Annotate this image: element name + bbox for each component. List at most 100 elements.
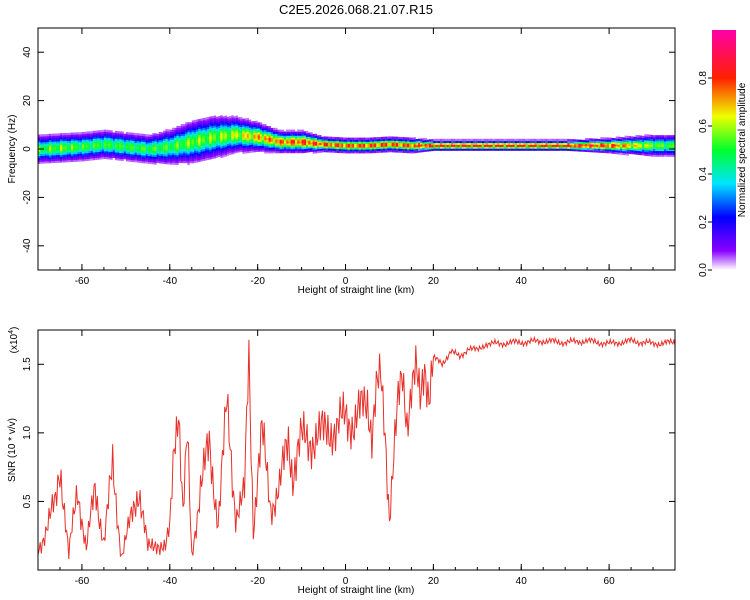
heatmap-cell bbox=[237, 144, 241, 147]
heatmap-cell bbox=[224, 152, 227, 155]
heatmap-cell bbox=[207, 122, 210, 126]
heatmap-cell bbox=[255, 122, 258, 125]
heatmap-cell bbox=[99, 137, 102, 141]
heatmap-cell bbox=[200, 124, 203, 127]
heatmap-cell bbox=[121, 131, 124, 134]
heatmap-cell bbox=[382, 148, 386, 151]
heatmap-cell bbox=[407, 141, 410, 144]
heatmap-cell bbox=[470, 138, 473, 142]
heatmap-cell bbox=[141, 160, 144, 164]
heatmap-cell bbox=[317, 137, 320, 140]
heatmap-cell bbox=[255, 147, 258, 151]
heatmap-cell bbox=[139, 135, 142, 138]
heatmap-cell bbox=[46, 147, 50, 150]
heatmap-cell bbox=[457, 146, 460, 149]
heatmap-cell bbox=[136, 152, 140, 155]
heatmap-cell bbox=[200, 141, 203, 144]
x-tick-label: -60 bbox=[75, 276, 90, 287]
heatmap-cell bbox=[128, 140, 131, 143]
heatmap-cell bbox=[92, 136, 96, 139]
heatmap-cell bbox=[479, 142, 482, 145]
heatmap-cell bbox=[220, 146, 223, 149]
heatmap-cell bbox=[77, 140, 80, 143]
heatmap-cell bbox=[266, 143, 269, 146]
heatmap-cell bbox=[301, 150, 304, 154]
heatmap-cell bbox=[644, 139, 647, 143]
heatmap-cell bbox=[112, 153, 115, 157]
heatmap-cell bbox=[508, 146, 511, 149]
heatmap-cell bbox=[459, 142, 462, 145]
heatmap-cell bbox=[95, 155, 98, 158]
heatmap-cell bbox=[255, 143, 258, 147]
heatmap-cell bbox=[237, 148, 241, 151]
heatmap-cell bbox=[101, 129, 104, 133]
heatmap-cell bbox=[112, 136, 115, 139]
heatmap-cell bbox=[200, 149, 203, 152]
heatmap-cell bbox=[363, 139, 366, 142]
heatmap-cell bbox=[347, 143, 350, 146]
heatmap-cell bbox=[385, 136, 388, 139]
heatmap-cell bbox=[391, 144, 394, 147]
heatmap-cell bbox=[132, 157, 135, 161]
heatmap-cell bbox=[95, 140, 98, 143]
heatmap-cell bbox=[125, 137, 129, 141]
heatmap-cell bbox=[49, 157, 52, 160]
heatmap-cell bbox=[117, 136, 120, 140]
heatmap-cell bbox=[327, 140, 331, 143]
heatmap-cell bbox=[606, 145, 610, 148]
heatmap-cell bbox=[288, 149, 291, 152]
heatmap-cell bbox=[451, 148, 454, 151]
heatmap-cell bbox=[222, 124, 225, 127]
heatmap-cell bbox=[218, 125, 221, 128]
heatmap-cell bbox=[156, 160, 159, 164]
heatmap-cell bbox=[609, 137, 612, 140]
heatmap-cell bbox=[231, 124, 234, 128]
heatmap-cell bbox=[103, 152, 107, 156]
heatmap-cell bbox=[554, 148, 557, 151]
heatmap-cell bbox=[132, 144, 135, 147]
heatmap-cell bbox=[123, 149, 126, 152]
heatmap-cell bbox=[215, 118, 219, 121]
heatmap-cell bbox=[213, 117, 216, 120]
heatmap-cell bbox=[224, 121, 227, 124]
heatmap-cell bbox=[128, 132, 131, 135]
heatmap-cell bbox=[448, 146, 452, 149]
heatmap-cell bbox=[275, 129, 278, 132]
heatmap-cell bbox=[189, 124, 192, 127]
heatmap-cell bbox=[411, 143, 414, 146]
heatmap-cell bbox=[196, 134, 199, 138]
heatmap-cell bbox=[565, 144, 568, 147]
heatmap-cell bbox=[657, 144, 660, 148]
heatmap-cell bbox=[295, 139, 298, 142]
heatmap-cell bbox=[288, 135, 291, 138]
heatmap-cell bbox=[213, 154, 216, 157]
heatmap-cell bbox=[659, 142, 662, 146]
heatmap-cell bbox=[73, 142, 76, 145]
heatmap-cell bbox=[642, 147, 645, 150]
heatmap-cell bbox=[231, 136, 234, 139]
heatmap-cell bbox=[229, 131, 232, 134]
heatmap-cell bbox=[466, 142, 469, 145]
heatmap-cell bbox=[602, 144, 605, 148]
heatmap-cell bbox=[55, 150, 58, 154]
heatmap-cell bbox=[543, 148, 546, 151]
heatmap-cell bbox=[659, 137, 662, 140]
heatmap-cell bbox=[169, 139, 173, 142]
heatmap-cell bbox=[108, 155, 111, 158]
heatmap-cell bbox=[378, 144, 381, 147]
heatmap-cell bbox=[569, 139, 572, 142]
heatmap-cell bbox=[220, 134, 223, 137]
heatmap-cell bbox=[150, 142, 153, 145]
heatmap-cell bbox=[600, 144, 603, 148]
heatmap-cell bbox=[73, 134, 76, 137]
heatmap-cell bbox=[516, 140, 520, 143]
heatmap-cell bbox=[288, 137, 291, 140]
heatmap-cell bbox=[180, 133, 184, 136]
heatmap-cell bbox=[606, 149, 610, 152]
figure-title: C2E5.2026.068.21.07.R15 bbox=[279, 2, 433, 17]
heatmap-cell bbox=[426, 145, 430, 148]
heatmap-cell bbox=[114, 144, 118, 147]
heatmap-cell bbox=[341, 139, 344, 142]
heatmap-cell bbox=[602, 139, 605, 142]
heatmap-cell bbox=[207, 134, 210, 137]
